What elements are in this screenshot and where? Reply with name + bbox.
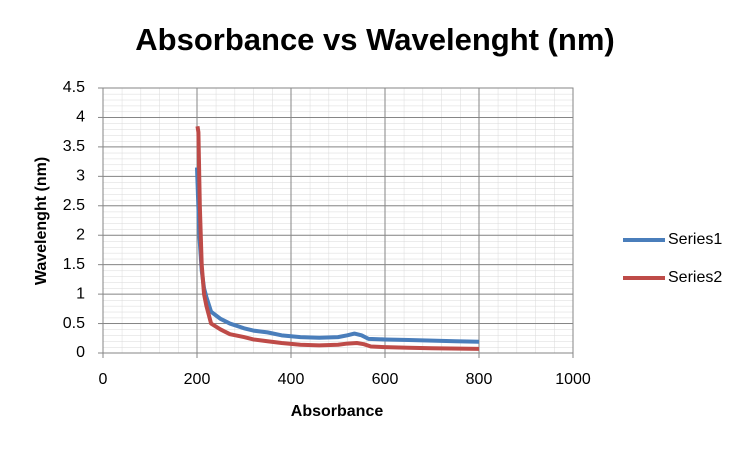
x-axis-label: Absorbance [291,403,384,420]
y-tick-label: 0 [76,344,85,361]
x-tick-label: 200 [184,371,211,388]
y-tick-label: 2.5 [63,197,85,214]
minor-grid [103,88,573,353]
series-line [195,125,480,351]
legend-label: Series1 [668,231,722,248]
legend-label: Series2 [668,269,722,286]
y-tick-label: 0.5 [63,315,85,332]
y-tick-label: 1 [76,285,85,302]
x-tick-label: 0 [99,371,108,388]
y-tick-label: 4.5 [63,79,85,96]
x-tick-label: 800 [466,371,493,388]
x-tick-label: 400 [278,371,305,388]
y-tick-label: 1.5 [63,256,85,273]
y-tick-label: 4 [76,109,85,126]
x-tick-label: 600 [372,371,399,388]
y-tick-label: 3 [76,168,85,185]
y-tick-label: 3.5 [63,138,85,155]
y-tick-label: 2 [76,226,85,243]
plot-border [102,87,574,354]
y-axis-label: Wavelenght (nm) [33,157,50,285]
x-tick-label: 1000 [555,371,591,388]
chart-title: Absorbance vs Wavelenght (nm) [135,22,614,57]
